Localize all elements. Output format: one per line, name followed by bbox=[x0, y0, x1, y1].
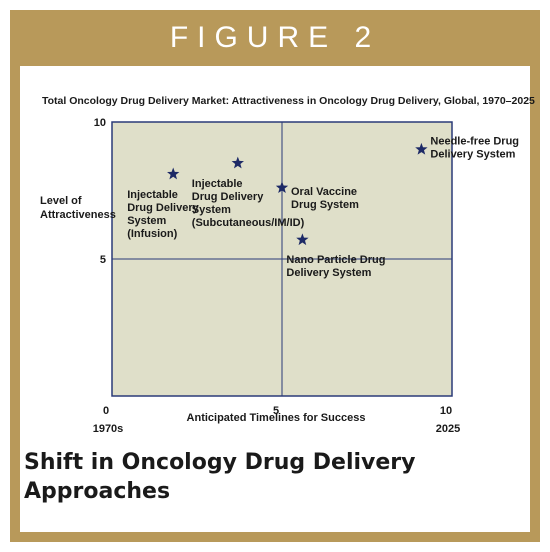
data-point-star bbox=[231, 156, 244, 169]
chart-title: Total Oncology Drug Delivery Market: Att… bbox=[42, 95, 535, 107]
data-point-star bbox=[415, 142, 428, 155]
y-axis-label: Attractiveness bbox=[40, 209, 116, 221]
data-point-label: Injectable bbox=[192, 178, 243, 190]
data-point-label: Delivery System bbox=[286, 267, 371, 279]
x-era-label-start: 1970s bbox=[93, 423, 124, 435]
data-point-label: Delivery System bbox=[430, 148, 515, 160]
data-point-label: System bbox=[127, 215, 166, 227]
y-tick-label: 10 bbox=[94, 117, 106, 129]
figure-caption: Shift in Oncology Drug Delivery Approach… bbox=[24, 450, 416, 504]
y-tick-label: 5 bbox=[100, 254, 106, 266]
data-point-label: Nano Particle Drug bbox=[286, 254, 385, 266]
data-point-label: Injectable bbox=[127, 189, 178, 201]
data-point-label: Drug Delivery bbox=[127, 202, 199, 214]
data-point-label: (Infusion) bbox=[127, 228, 177, 240]
x-tick-label: 10 bbox=[440, 405, 452, 417]
data-point-label: Drug System bbox=[291, 199, 359, 211]
data-point-star bbox=[296, 233, 309, 246]
y-axis-label: Level of bbox=[40, 195, 82, 207]
x-tick-label: 0 bbox=[103, 405, 109, 417]
data-point-star bbox=[275, 181, 289, 194]
x-era-label-end: 2025 bbox=[436, 423, 460, 435]
data-point-star bbox=[167, 167, 180, 180]
data-point-label: System bbox=[192, 204, 231, 216]
x-axis-label: Anticipated Timelines for Success bbox=[187, 412, 366, 424]
data-point-label: Needle-free Drug bbox=[430, 135, 519, 147]
data-point-label: Drug Delivery bbox=[192, 191, 264, 203]
x-tick-label: 5 bbox=[273, 405, 279, 417]
data-point-label: Oral Vaccine bbox=[291, 186, 357, 198]
data-point-label: (Subcutaneous/IM/ID) bbox=[192, 217, 305, 229]
figure-label: FIGURE 2 bbox=[169, 21, 381, 54]
